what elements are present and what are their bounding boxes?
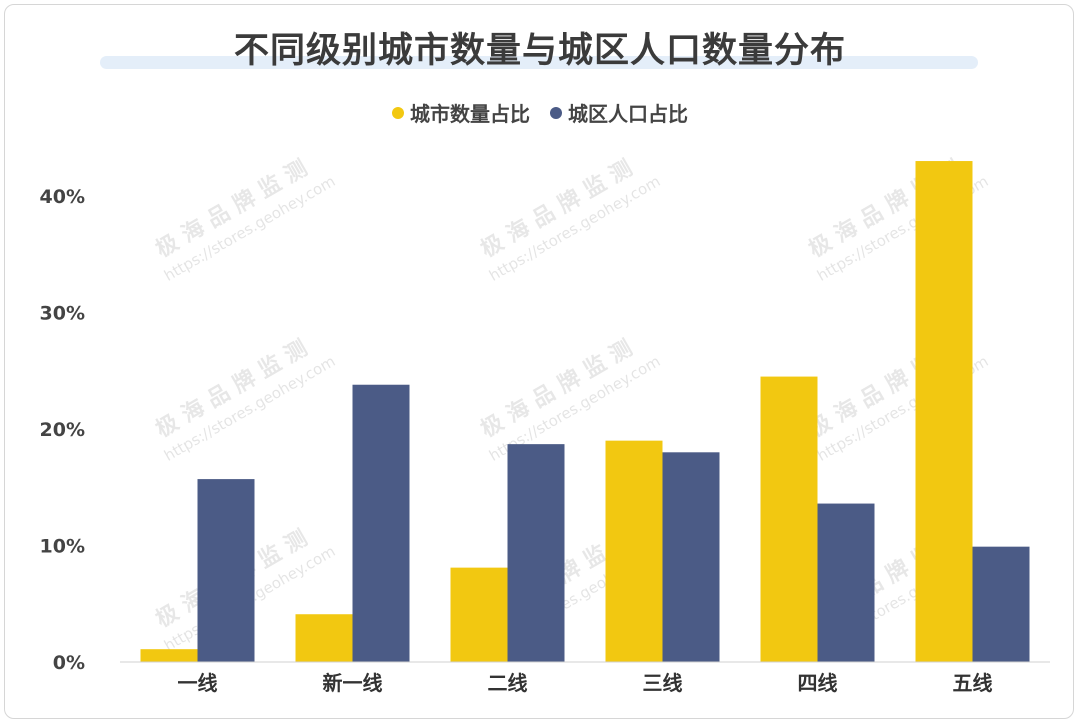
bar-city-share: [295, 614, 353, 662]
bar-population-share: [507, 444, 565, 662]
legend-item-population-share: 城区人口占比: [550, 98, 688, 127]
bar-city-share: [760, 376, 818, 662]
x-tick-label: 四线: [798, 671, 838, 695]
x-tick-label: 二线: [488, 671, 528, 695]
bars-layer: [140, 161, 1030, 663]
y-axis: 0% 10% 20% 30% 40%: [40, 186, 85, 674]
bar-city-share: [605, 440, 663, 662]
y-tick-label: 20%: [40, 419, 85, 441]
bar-population-share: [972, 546, 1030, 662]
legend-label-population-share: 城区人口占比: [568, 102, 688, 126]
bar-population-share: [817, 503, 875, 662]
chart-title: 不同级别城市数量与城区人口数量分布: [233, 31, 846, 71]
x-tick-label: 一线: [178, 671, 218, 695]
x-tick-label: 三线: [643, 671, 683, 695]
bar-city-share: [140, 649, 198, 662]
x-tick-label: 新一线: [323, 671, 383, 695]
title-underline: [100, 56, 978, 69]
legend-swatch-population-share: [550, 106, 562, 119]
bar-population-share: [197, 479, 255, 662]
bar-city-share: [450, 567, 508, 662]
bar-city-share: [915, 161, 973, 663]
bar-population-share: [352, 384, 410, 662]
x-axis: 一线 新一线 二线 三线 四线 五线: [120, 661, 1050, 695]
legend-swatch-city-share: [392, 106, 404, 119]
y-tick-label: 0%: [53, 652, 85, 674]
y-tick-label: 40%: [40, 186, 85, 208]
x-tick-label: 五线: [953, 671, 993, 695]
bar-population-share: [662, 452, 720, 662]
y-tick-label: 30%: [40, 303, 85, 325]
legend-item-city-share: 城市数量占比: [392, 98, 530, 127]
legend: 城市数量占比 城区人口占比: [0, 98, 1080, 127]
legend-label-city-share: 城市数量占比: [410, 102, 530, 126]
y-tick-label: 10%: [40, 536, 85, 558]
